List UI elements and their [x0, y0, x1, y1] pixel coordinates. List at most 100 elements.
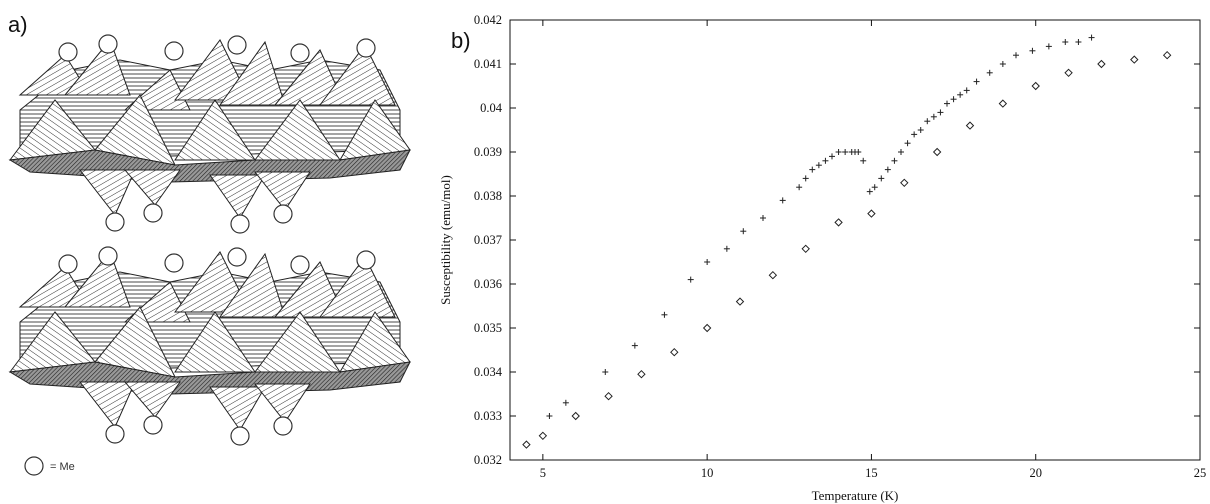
y-tick-label: 0.034: [474, 365, 503, 379]
me-atom-icon: [290, 43, 310, 63]
data-point-plus: [661, 311, 668, 318]
data-point-plus: [973, 78, 980, 85]
data-point-diamond: [538, 431, 548, 441]
x-tick-label: 25: [1194, 466, 1207, 480]
data-point-diamond: [965, 121, 975, 130]
data-point-diamond: [834, 218, 843, 227]
data-point-plus: [944, 100, 950, 107]
data-point-plus: [842, 149, 849, 155]
panel-a-label: a): [8, 12, 28, 37]
data-point-diamond: [900, 178, 909, 188]
y-tick-label: 0.037: [474, 233, 502, 247]
data-point-plus: [957, 91, 964, 98]
data-point-diamond: [637, 369, 646, 379]
data-point-plus: [562, 399, 569, 406]
data-point-diamond: [932, 147, 942, 157]
circle-outline-icon: [24, 456, 44, 476]
y-tick-label: 0.042: [474, 13, 502, 27]
me-atom-icon: [230, 426, 250, 446]
y-axis: 0.032 0.033 0.034 0.035 0.036 0.037 0.038 0.039…: [474, 13, 1200, 467]
y-tick-label: 0.033: [474, 409, 502, 423]
me-atom-icon: [230, 214, 250, 234]
x-tick-label: 5: [540, 466, 546, 480]
me-atom-icon: [227, 247, 247, 267]
me-atom-icon: [58, 42, 78, 62]
data-point-plus: [760, 215, 766, 221]
data-point-plus: [740, 228, 747, 235]
data-point-plus: [917, 127, 924, 133]
data-point-plus: [924, 118, 931, 125]
data-point-plus: [779, 197, 786, 204]
data-point-plus: [1075, 39, 1082, 45]
x-axis-title: Temperature (K): [812, 488, 899, 503]
structure-layer-top: [8, 34, 411, 234]
data-point-plus: [937, 109, 944, 116]
me-atom-icon: [143, 415, 163, 435]
series-plus: [546, 34, 1095, 419]
me-atom-icon: [273, 204, 293, 224]
data-point-plus: [1029, 47, 1036, 54]
data-point-plus: [1088, 34, 1095, 41]
data-point-diamond: [768, 270, 778, 280]
data-point-plus: [986, 69, 993, 76]
data-point-plus: [904, 140, 911, 147]
data-point-diamond: [735, 297, 745, 306]
data-point-plus: [884, 166, 891, 173]
data-point-plus: [687, 276, 694, 283]
data-point-diamond: [801, 244, 810, 254]
data-point-plus: [871, 184, 878, 191]
data-point-plus: [999, 61, 1006, 67]
me-atom-icon: [356, 38, 376, 58]
data-point-plus: [723, 245, 730, 252]
susceptibility-chart: 0.032 0.033 0.034 0.035 0.036 0.037 0.038 0.039…: [438, 13, 1207, 503]
me-atom-icon: [164, 41, 184, 61]
data-point-plus: [860, 157, 867, 164]
data-point-plus: [602, 369, 609, 375]
me-atom-icon: [98, 246, 118, 266]
structure-layer-bottom: [8, 246, 411, 446]
data-point-plus: [855, 149, 862, 155]
me-atom-icon: [164, 253, 184, 273]
me-atom-icon: [273, 416, 293, 436]
data-point-diamond: [1162, 50, 1172, 60]
me-atom-icon: [227, 35, 247, 55]
data-point-plus: [1045, 43, 1052, 50]
me-atom-icon: [143, 203, 163, 223]
data-point-plus: [796, 184, 803, 191]
y-tick-label: 0.038: [474, 189, 502, 203]
data-point-diamond: [604, 391, 613, 401]
data-point-plus: [631, 342, 638, 349]
me-atom-icon: [290, 255, 310, 275]
data-point-plus: [950, 96, 957, 103]
data-point-diamond: [1097, 59, 1106, 69]
data-point-plus: [1062, 39, 1069, 45]
data-point-plus: [930, 113, 937, 120]
data-point-plus: [809, 166, 816, 173]
plot-frame: [509, 19, 1201, 461]
data-point-plus: [878, 175, 885, 182]
data-point-plus: [829, 153, 835, 160]
x-tick-label: 20: [1029, 466, 1042, 480]
y-axis-title: Susceptibility (emu/mol): [438, 175, 453, 305]
data-point-diamond: [670, 347, 679, 357]
data-point-diamond: [522, 440, 531, 449]
data-point-diamond: [702, 323, 712, 333]
y-tick-label: 0.032: [474, 453, 502, 467]
y-tick-label: 0.041: [474, 57, 502, 71]
data-point-plus: [898, 149, 904, 155]
x-tick-label: 10: [701, 466, 714, 480]
data-point-diamond: [1031, 81, 1040, 91]
y-tick-label: 0.036: [474, 277, 502, 291]
data-point-plus: [1013, 52, 1019, 59]
data-point-plus: [835, 149, 842, 155]
data-point-diamond: [867, 209, 876, 218]
y-tick-label: 0.04: [480, 101, 503, 115]
data-point-diamond: [1064, 68, 1073, 78]
x-tick-label: 15: [865, 466, 878, 480]
me-atom-icon: [105, 424, 125, 444]
data-point-plus: [802, 175, 809, 182]
x-axis: 5 10 15 20 25: [540, 20, 1207, 480]
crystal-structure-drawing: = Me: [8, 34, 411, 476]
y-tick-label: 0.039: [474, 145, 502, 159]
data-point-plus: [546, 413, 553, 419]
